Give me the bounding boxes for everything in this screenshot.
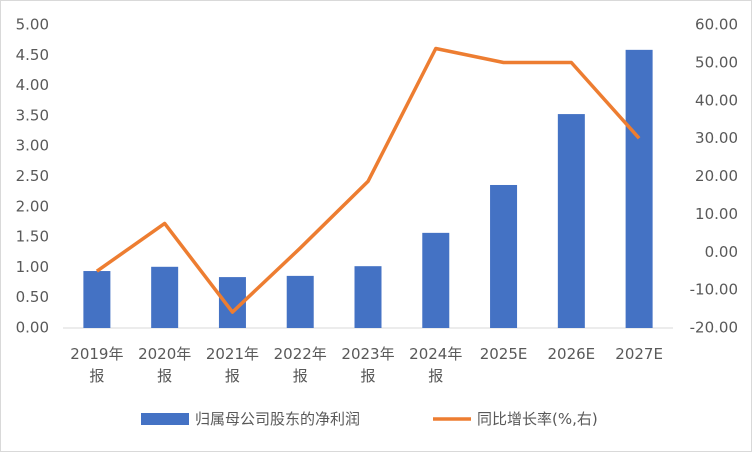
bar <box>422 232 450 328</box>
y-tick-label: 4.50 <box>16 46 49 64</box>
y2-tick-label: 30.00 <box>695 129 738 147</box>
legend-label: 归属母公司股东的净利润 <box>195 410 361 428</box>
y-tick-label: 2.50 <box>16 167 49 185</box>
x-tick-label: 2025E <box>479 345 528 363</box>
bar <box>286 275 314 328</box>
x-tick-label: 2022年报 <box>273 345 327 385</box>
y-tick-label: 0.50 <box>16 288 49 306</box>
legend-label: 同比增长率(%,右) <box>477 410 598 428</box>
line <box>95 46 641 314</box>
legend-swatch <box>141 413 189 425</box>
y2-tick-label: 0.00 <box>705 243 738 261</box>
bar <box>625 49 653 328</box>
y2-tick-label: 50.00 <box>695 53 738 71</box>
y-tick-label: 4.00 <box>16 76 49 94</box>
bar <box>490 184 518 328</box>
y-tick-label: 0.00 <box>16 319 49 337</box>
y-tick-label: 1.00 <box>16 258 49 276</box>
bar <box>151 266 179 328</box>
x-tick-label: 2026E <box>547 345 596 363</box>
y2-tick-label: -20.00 <box>690 319 738 337</box>
x-tick-label: 2019年报 <box>70 345 124 385</box>
y-tick-label: 3.00 <box>16 137 49 155</box>
y2-tick-label: -10.00 <box>690 281 738 299</box>
x-tick-label: 2023年报 <box>341 345 395 385</box>
y2-tick-label: 60.00 <box>695 16 738 34</box>
x-tick-label: 2024年报 <box>409 345 463 385</box>
y2-tick-label: 40.00 <box>695 91 738 109</box>
bar <box>557 114 585 328</box>
y2-tick-label: 10.00 <box>695 205 738 223</box>
y-tick-label: 5.00 <box>16 16 49 34</box>
x-tick-label: 2020年报 <box>138 345 192 385</box>
bar <box>83 271 111 328</box>
y-tick-label: 2.00 <box>16 197 49 215</box>
y2-tick-label: 20.00 <box>695 167 738 185</box>
y-tick-label: 3.50 <box>16 106 49 124</box>
x-tick-label: 2021年报 <box>205 345 260 385</box>
bar <box>354 266 382 328</box>
y-tick-label: 1.50 <box>16 228 49 246</box>
x-tick-label: 2027E <box>615 345 663 363</box>
